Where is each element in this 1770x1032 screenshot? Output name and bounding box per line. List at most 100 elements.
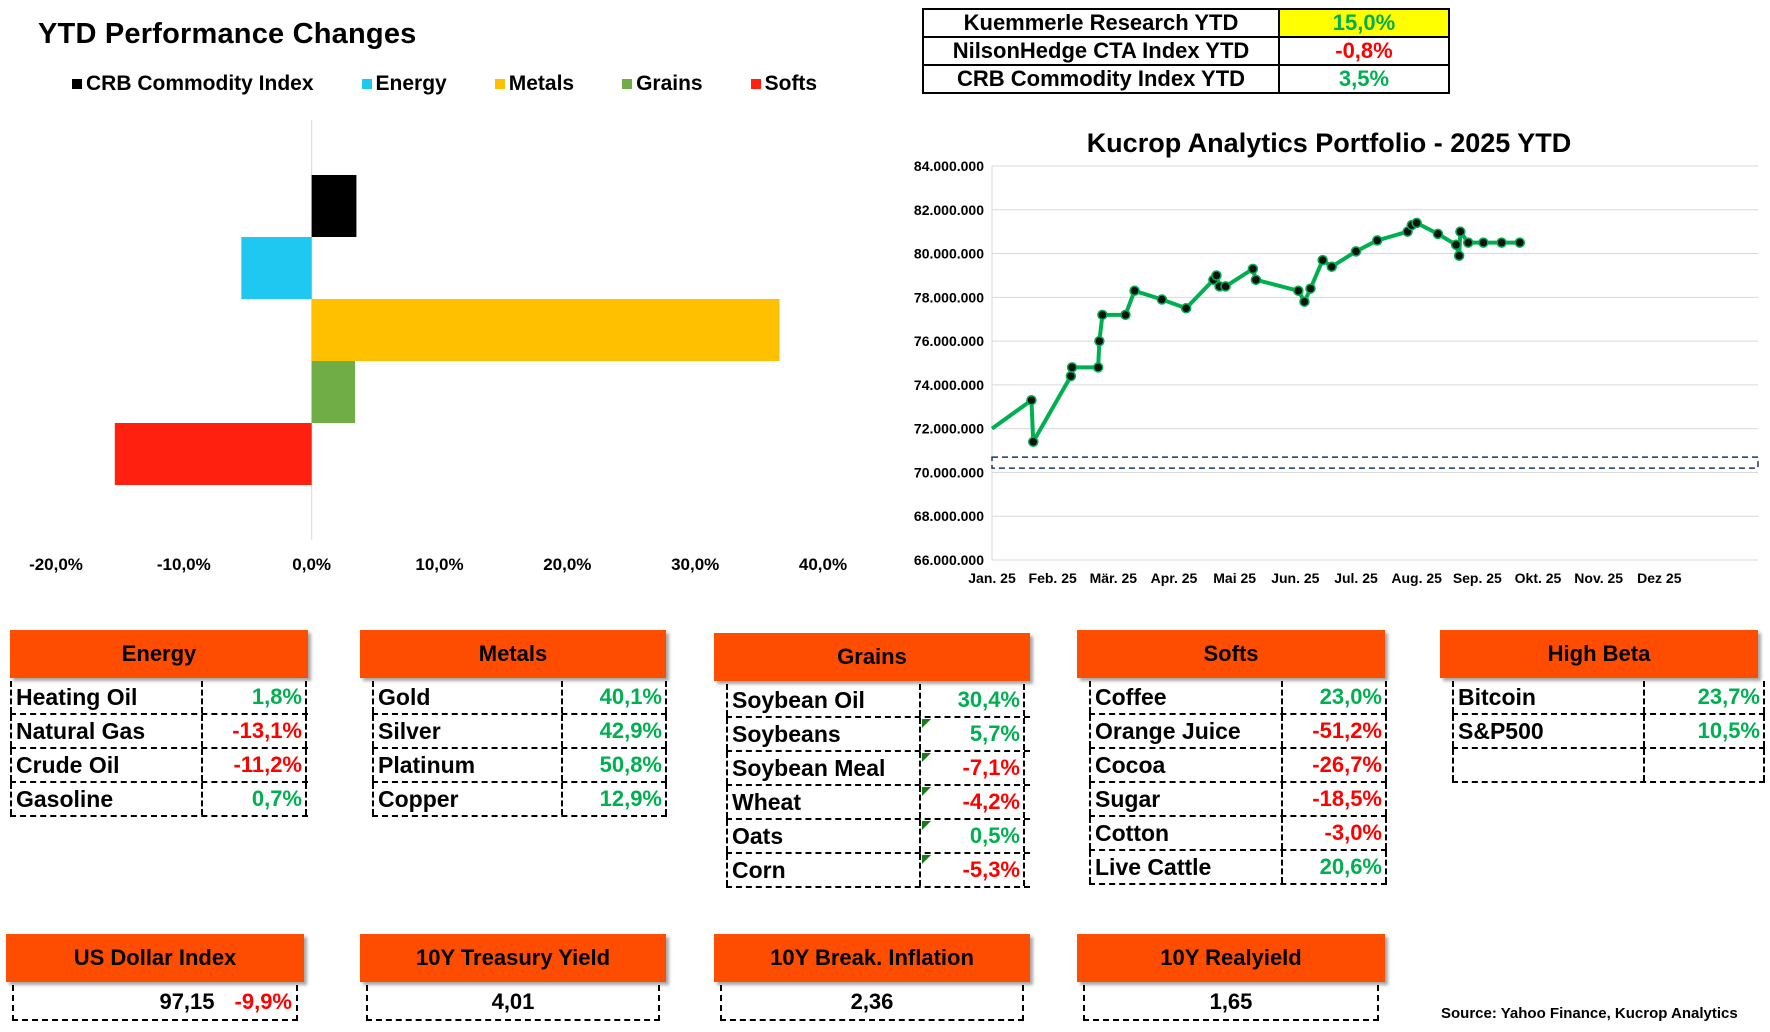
line-x-tick: Jun. 25 (1271, 570, 1319, 586)
bar-metals (311, 299, 780, 361)
asset-name: Soybean Meal (726, 752, 921, 784)
table-row: Gold 40,1% (372, 681, 667, 715)
category-header: Grains (714, 633, 1030, 681)
asset-change: 23,0% (1283, 681, 1387, 713)
asset-name: Silver (372, 715, 563, 747)
line-point (1453, 250, 1465, 261)
category-table-metals: Metals Gold 40,1% Silver 42,9% Platinum 50,8% C… (360, 630, 667, 817)
asset-name: Coffee (1089, 681, 1283, 713)
table-row: Bitcoin 23,7% (1452, 681, 1765, 715)
line-point (1293, 285, 1304, 297)
table-row: S&P500 10,5% (1452, 715, 1765, 749)
line-point (1180, 303, 1192, 314)
bar-grains (311, 361, 356, 423)
indicator-10y-treasury-yield: 10Y Treasury Yield 4,01 (360, 934, 666, 1021)
summary-label: CRB Commodity Index YTD (922, 64, 1280, 94)
line-y-tick: 66.000.000 (914, 552, 984, 568)
line-x-tick: Feb. 25 (1029, 570, 1077, 586)
summary-row: Kuemmerle Research YTD 15,0% (922, 8, 1450, 38)
line-point (1514, 237, 1526, 248)
line-x-tick: Mär. 25 (1090, 570, 1138, 586)
asset-name: Platinum (372, 749, 563, 781)
line-point (1211, 270, 1222, 281)
asset-change: 12,9% (563, 783, 667, 815)
line-y-tick: 68.000.000 (914, 508, 984, 524)
indicator-header: 10Y Realyield (1077, 934, 1385, 982)
table-row: Cocoa -26,7% (1089, 749, 1387, 783)
line-x-tick: Mai 25 (1213, 570, 1256, 586)
legend-label: Grains (636, 72, 703, 95)
legend-label: Energy (375, 72, 447, 95)
table-row: Sugar -18,5% (1089, 783, 1387, 817)
asset-change: -3,0% (1283, 817, 1387, 849)
line-point (1250, 274, 1262, 286)
indicator-us-dollar-index: US Dollar Index 97,15 -9,9% (6, 934, 304, 1021)
legend-label: Metals (508, 72, 575, 95)
line-y-tick: 72.000.000 (914, 421, 984, 437)
line-point (1120, 309, 1131, 321)
asset-name: Cocoa (1089, 749, 1283, 781)
line-point (1406, 219, 1418, 231)
asset-change: 42,9% (563, 715, 667, 747)
table-row: Orange Juice -51,2% (1089, 715, 1387, 749)
category-table-highbeta: High Beta Bitcoin 23,7% S&P500 10,5% (1440, 630, 1765, 783)
bar-x-tick: 30,0% (671, 555, 719, 574)
legend-swatch (494, 79, 505, 89)
line-x-tick: Aug. 25 (1391, 570, 1442, 586)
legend-item: CRB Commodity Index (72, 72, 314, 96)
table-row: Wheat -4,2% (726, 786, 1030, 820)
line-point (1094, 335, 1105, 347)
legend-swatch (361, 79, 372, 89)
summary-value: 3,5% (1278, 64, 1450, 94)
asset-change: -26,7% (1283, 749, 1387, 781)
bar-x-tick: 20,0% (543, 555, 591, 574)
line-point (1214, 281, 1225, 292)
line-x-tick: Jul. 25 (1334, 570, 1378, 586)
line-point (1455, 226, 1466, 237)
indicator-value: 2,36 (850, 989, 894, 1014)
portfolio-line (990, 220, 1520, 444)
asset-change: 0,5% (921, 820, 1025, 852)
asset-change: -13,1% (203, 715, 307, 747)
category-table-energy: Energy Heating Oil 1,8% Natural Gas -13,1% Cr… (10, 630, 308, 817)
asset-name: Oats (726, 820, 921, 852)
line-y-tick: 80.000.000 (914, 246, 984, 262)
table-row: Coffee 23,0% (1089, 681, 1387, 715)
bar-chart-legend: CRB Commodity Index Energy Metals Grains Sof… (72, 72, 865, 96)
legend-swatch (750, 79, 761, 89)
asset-change: 10,5% (1645, 715, 1765, 747)
asset-name: Copper (372, 783, 563, 815)
summary-label: NilsonHedge CTA Index YTD (922, 36, 1280, 66)
indicator-value: 1,65 (1209, 989, 1253, 1014)
line-point (1411, 217, 1422, 229)
asset-name: Gasoline (10, 783, 203, 815)
asset-change: -51,2% (1283, 715, 1387, 747)
indicator-header: 10Y Break. Inflation (714, 934, 1030, 982)
asset-change: 0,7% (203, 783, 307, 815)
category-table-grains: Grains Soybean Oil 30,4% Soybeans 5,7% Soybea… (714, 633, 1030, 888)
legend-item: Softs (750, 72, 817, 96)
asset-change: -4,2% (921, 786, 1025, 818)
line-point (1299, 296, 1310, 307)
asset-change: -5,3% (921, 854, 1025, 886)
line-y-tick: 82.000.000 (914, 202, 984, 218)
bar-energy (241, 237, 312, 299)
table-row: Oats 0,5% (726, 820, 1030, 854)
category-header: Metals (360, 630, 666, 678)
line-y-tick: 78.000.000 (914, 289, 984, 305)
legend-item: Grains (622, 72, 703, 96)
dashed-band (991, 456, 1759, 469)
category-header: Energy (10, 630, 308, 678)
indicator-change: -9,9% (234, 989, 292, 1014)
bar-chart-title: YTD Performance Changes (38, 18, 417, 50)
asset-name: S&P500 (1452, 715, 1645, 747)
asset-name: Soybeans (726, 718, 921, 750)
table-row: Corn -5,3% (726, 854, 1030, 888)
indicator-header: 10Y Treasury Yield (360, 934, 666, 982)
category-header: High Beta (1440, 630, 1758, 678)
bar-x-tick: -20,0% (29, 555, 83, 574)
asset-name: Crude Oil (10, 749, 203, 781)
category-rows: Heating Oil 1,8% Natural Gas -13,1% Crude Oi… (10, 681, 308, 817)
line-x-tick: Jan. 25 (968, 570, 1016, 586)
bar-x-tick: 0,0% (292, 555, 331, 574)
